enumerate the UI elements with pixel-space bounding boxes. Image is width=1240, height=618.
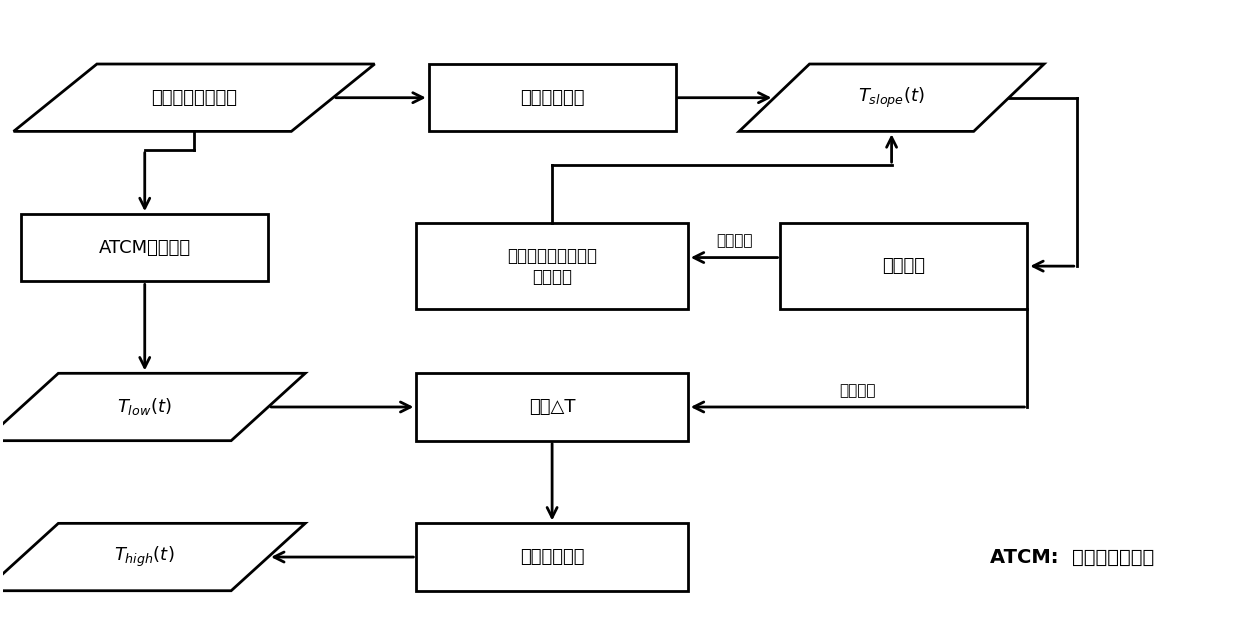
Text: 数据缺失: 数据缺失 — [715, 234, 753, 248]
Bar — [21, 214, 268, 281]
Text: $T_{low}(t)$: $T_{low}(t)$ — [118, 397, 172, 418]
Bar — [417, 373, 688, 441]
Text: $T_{high}(t)$: $T_{high}(t)$ — [114, 545, 175, 569]
Text: 初级结果平滑: 初级结果平滑 — [520, 548, 584, 566]
Text: $T_{slope}(t)$: $T_{slope}(t)$ — [858, 86, 925, 110]
Text: ATCM参数计算: ATCM参数计算 — [99, 239, 191, 256]
Polygon shape — [0, 523, 305, 591]
Text: 地表温度时间序列: 地表温度时间序列 — [151, 89, 237, 107]
Text: 温度坡度计算: 温度坡度计算 — [520, 89, 584, 107]
Polygon shape — [739, 64, 1044, 132]
Polygon shape — [0, 373, 305, 441]
Text: 计算△T: 计算△T — [528, 398, 575, 416]
Text: 数据检测: 数据检测 — [883, 257, 925, 275]
Bar — [429, 64, 676, 132]
Bar — [417, 223, 688, 309]
Text: 数据存在: 数据存在 — [839, 383, 875, 398]
Text: ATCM:  温度年循环模型: ATCM: 温度年循环模型 — [991, 548, 1154, 567]
Text: 寻找时间相近的温度
坡度数据: 寻找时间相近的温度 坡度数据 — [507, 247, 598, 286]
Bar — [780, 223, 1028, 309]
Bar — [417, 523, 688, 591]
Polygon shape — [14, 64, 374, 132]
